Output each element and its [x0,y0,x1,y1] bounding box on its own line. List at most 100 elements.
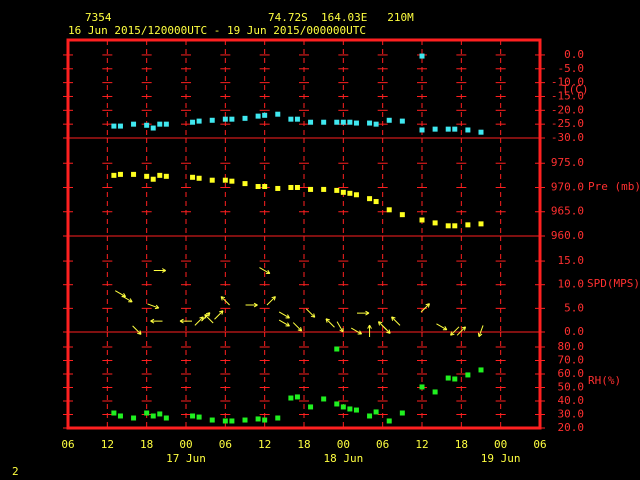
data-point [150,176,156,182]
y-tick-label: -15.0 [551,89,584,102]
data-point [386,207,392,213]
data-point [157,411,163,417]
wind-arrow [121,295,133,303]
x-tick-label: 12 [258,438,271,451]
y-tick-label: -20.0 [551,103,584,116]
x-tick-label: 18 [455,438,468,451]
wind-arrow [325,318,335,328]
wind-arrow [350,327,363,335]
data-point [144,122,150,128]
data-point [117,171,123,177]
data-point [222,116,228,122]
data-point [163,173,169,179]
wind-arrow [278,311,290,319]
data-point [340,189,346,195]
y-tick-label: 15.0 [558,254,585,267]
data-point [334,346,340,352]
x-tick-label: 06 [533,438,546,451]
data-point [222,418,228,424]
data-point [157,172,163,178]
data-point [419,384,425,390]
data-point [157,121,163,127]
x-tick-label: 18 [140,438,153,451]
wind-arrow [278,319,290,327]
data-point [340,404,346,410]
data-point [386,418,392,424]
data-point [196,175,202,181]
plot-frame [66,38,542,430]
axis-label: RH(%) [588,374,621,387]
wind-arrow [456,326,467,336]
data-point [196,414,202,420]
wind-arrow [266,296,276,306]
data-point [209,117,215,123]
data-point [190,174,196,180]
data-point [242,115,248,121]
data-point [334,119,340,125]
y-tick-label: -30.0 [551,131,584,144]
data-point [340,119,346,125]
data-point [399,410,405,416]
wind-arrow [147,303,160,310]
data-point [255,184,261,190]
wind-arrow [381,324,391,334]
data-point [478,367,484,373]
wind-arrow [436,323,448,331]
wind-arrow [179,318,192,324]
y-tick-label: 960.0 [551,229,584,242]
wind-arrow [336,321,344,333]
wind-arrow [132,325,142,335]
wind-arrow [245,302,258,308]
data-point [242,417,248,423]
axis-label: SPD(MPS) [587,277,640,290]
page-number: 2 [12,465,19,478]
data-point [262,417,268,423]
data-point [131,171,137,177]
data-point [321,119,327,125]
data-point [347,406,353,412]
data-point [478,129,484,135]
data-point [432,126,438,132]
y-tick-label: 40.0 [558,394,585,407]
date-label: 18 Jun [323,452,363,465]
data-point [465,127,471,133]
y-tick-label: 970.0 [551,180,584,193]
data-point [452,126,458,132]
y-tick-label: 70.0 [558,353,585,366]
data-point [294,184,300,190]
data-point [452,376,458,382]
y-tick-label: 30.0 [558,407,585,420]
data-point [262,112,268,118]
data-point [308,119,314,125]
x-tick-label: 12 [101,438,114,451]
data-point [294,116,300,122]
y-tick-label: -25.0 [551,117,584,130]
data-point [367,196,373,202]
data-point [445,375,451,381]
wind-arrow [114,290,127,298]
data-point [308,404,314,410]
x-tick-label: 06 [376,438,389,451]
data-point [275,111,281,117]
data-point [111,123,117,129]
y-tick-label: -5.0 [558,62,585,75]
wind-arrow [220,296,230,306]
y-tick-label: 5.0 [564,301,584,314]
data-point [465,372,471,378]
data-point [399,212,405,218]
data-point [353,407,359,413]
wind-arrow [204,314,214,324]
wind-arrow [259,267,271,275]
data-point [275,415,281,421]
data-point [432,389,438,395]
y-tick-label: 975.0 [551,156,584,169]
y-tick-label: 10.0 [558,278,585,291]
data-point [452,223,458,229]
data-point [222,177,228,183]
y-tick-label: -10.0 [551,76,584,89]
data-point [288,116,294,122]
data-point [190,413,196,419]
data-point [321,186,327,192]
